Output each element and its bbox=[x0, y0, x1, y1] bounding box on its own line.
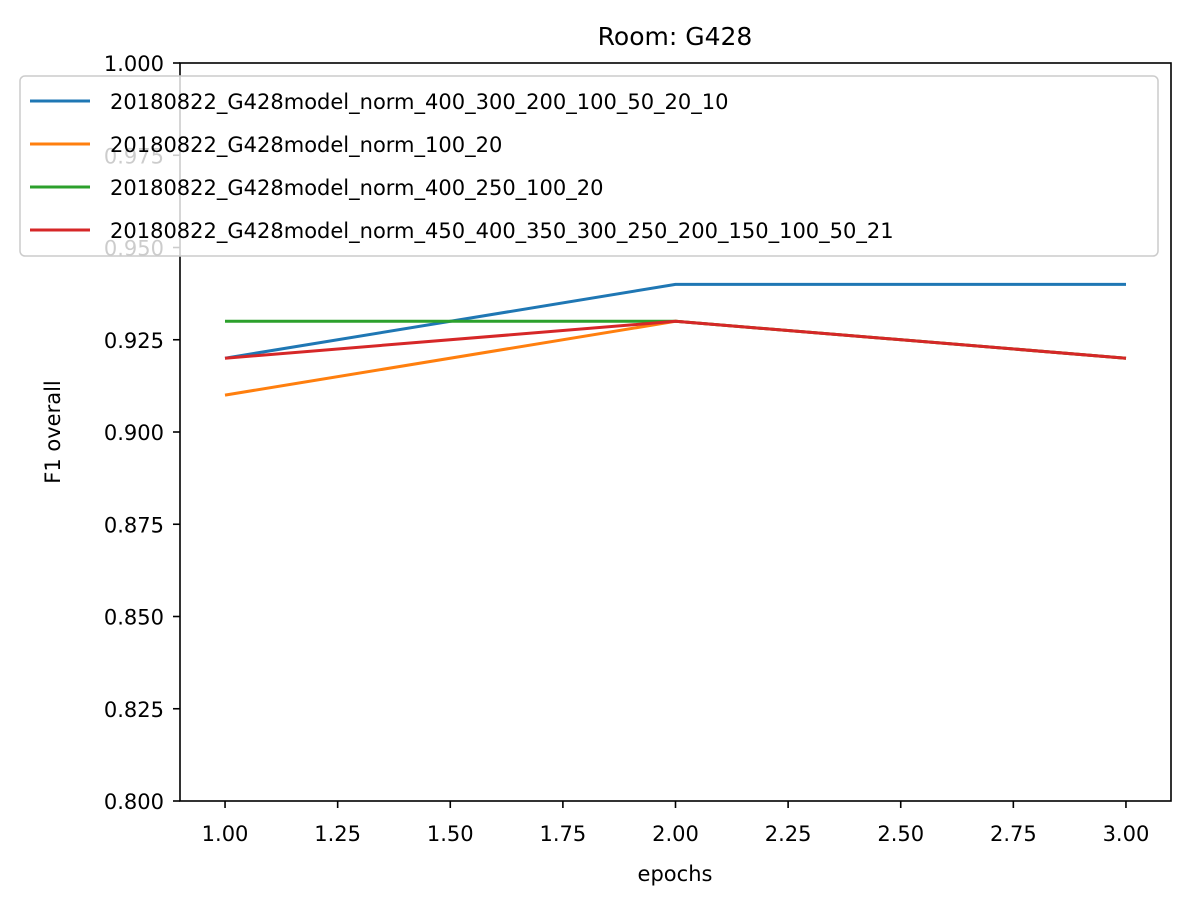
series-lines bbox=[224, 282, 1127, 397]
plot-frame bbox=[179, 62, 1172, 802]
y-tick-label: 0.900 bbox=[104, 421, 164, 445]
y-tick-label: 0.800 bbox=[104, 790, 164, 814]
x-tick-label: 2.25 bbox=[765, 822, 812, 846]
legend-label-2: 20180822_G428model_norm_100_20 bbox=[110, 133, 502, 158]
y-tick-label: 0.925 bbox=[104, 329, 164, 353]
y-tick-label: 0.875 bbox=[104, 513, 164, 537]
y-axis-label: F1 overall bbox=[41, 380, 65, 483]
ticks-layer: 1.00 1.25 1.50 1.75 2.00 2.25 2.50 2.75 3.00 0.80… bbox=[104, 52, 1149, 846]
y-tick-label: 0.825 bbox=[104, 698, 164, 722]
legend: 20180822_G428model_norm_400_300_200_100_… bbox=[19, 75, 1159, 257]
legend-label-4: 20180822_G428model_norm_450_400_350_300_… bbox=[110, 219, 894, 244]
legend-label-3: 20180822_G428model_norm_400_250_100_20 bbox=[110, 176, 603, 201]
chart-title: Room: G428 bbox=[598, 22, 753, 51]
x-tick-label: 2.00 bbox=[652, 822, 699, 846]
y-tick-label: 0.850 bbox=[104, 606, 164, 630]
x-tick-label: 1.25 bbox=[314, 822, 361, 846]
x-axis-label: epochs bbox=[638, 862, 713, 886]
x-tick-label: 2.50 bbox=[877, 822, 924, 846]
x-tick-label: 2.75 bbox=[990, 822, 1037, 846]
legend-label-1: 20180822_G428model_norm_400_300_200_100_… bbox=[110, 90, 729, 115]
series-line-1 bbox=[224, 282, 1126, 360]
y-tick-label: 1.000 bbox=[104, 52, 164, 76]
x-tick-label: 1.75 bbox=[540, 822, 587, 846]
x-tick-label: 3.00 bbox=[1103, 822, 1150, 846]
series-line-4 bbox=[224, 319, 1127, 360]
x-tick-label: 1.50 bbox=[427, 822, 474, 846]
x-tick-label: 1.00 bbox=[202, 822, 249, 846]
legend-box bbox=[19, 75, 1159, 257]
